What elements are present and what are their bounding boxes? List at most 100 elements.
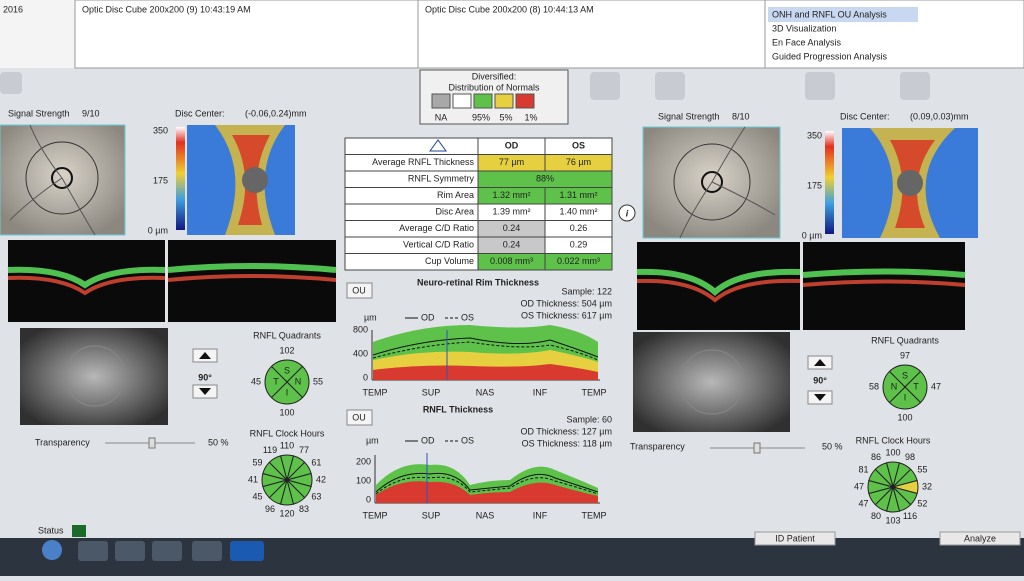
icon-button[interactable] <box>590 72 620 100</box>
od-thickness: OD Thickness: 504 µm <box>520 298 612 308</box>
clock-value: 103 <box>885 515 900 525</box>
clock-value: 119 <box>263 445 277 455</box>
analyze-button[interactable] <box>939 531 1021 546</box>
cell-value: 77 µm <box>499 157 524 167</box>
id-patient-button[interactable] <box>754 531 836 546</box>
row-label: Vertical C/D Ratio <box>403 240 474 250</box>
x-tick-label: TEMP <box>581 387 606 397</box>
x-tick-label: INF <box>533 510 548 520</box>
clock-title: RNFL Clock Hours <box>856 435 931 445</box>
quadrant-letter: N <box>891 381 898 391</box>
os-curve <box>375 476 599 495</box>
disc-outline <box>51 167 73 189</box>
bscan <box>803 242 965 330</box>
legend-swatch <box>515 93 535 109</box>
cell-value: 1.32 mm² <box>492 190 530 200</box>
quadrant-sector <box>882 370 906 404</box>
bscan-layer <box>7 275 166 296</box>
cell-value: 76 µm <box>566 157 591 167</box>
slider-thumb[interactable] <box>753 442 761 454</box>
task-icon[interactable] <box>192 541 222 561</box>
od-curve <box>372 337 599 358</box>
bscan-layer <box>167 274 337 282</box>
bscan-layer <box>636 278 801 303</box>
clock-value: 41 <box>248 474 258 484</box>
od-scan-panel[interactable] <box>74 0 419 69</box>
icon-button[interactable] <box>805 72 835 100</box>
od-curve <box>375 472 599 493</box>
clock-value: 96 <box>265 504 275 514</box>
clock-value: 59 <box>253 457 263 467</box>
info-icon[interactable] <box>618 204 636 222</box>
arrow <box>199 352 211 359</box>
bscan-layer <box>167 263 337 273</box>
vessels <box>9 124 96 236</box>
chart-title: Neuro-retinal Rim Thickness <box>417 277 539 287</box>
quadrant-value: 45 <box>251 376 261 386</box>
cell-value: 0.008 mm³ <box>490 256 533 266</box>
legend-swatch <box>473 93 493 109</box>
cell-value: 0.24 <box>503 240 521 250</box>
en-face-image <box>20 328 168 425</box>
y-tick-label: 400 <box>353 348 368 358</box>
clock-value: 47 <box>859 498 869 508</box>
quadrant-letter: S <box>902 370 908 380</box>
y-tick-label: 0 <box>363 372 368 382</box>
signal-label: Signal Strength <box>658 111 720 121</box>
menu-item[interactable]: ONH and RNFL OU Analysis <box>772 9 887 19</box>
signal-value: 9/10 <box>82 108 100 118</box>
scan-circle <box>679 349 745 415</box>
controls: i <box>72 204 833 537</box>
os-scan-panel[interactable] <box>417 0 766 69</box>
clock-sector <box>874 462 894 489</box>
task-icon[interactable] <box>115 541 145 561</box>
clock-value: 77 <box>299 445 309 455</box>
clock-title: RNFL Clock Hours <box>250 428 325 438</box>
clock-value: 47 <box>854 481 864 491</box>
row-label: Cup Volume <box>425 256 474 266</box>
menu-item[interactable]: Guided Progression Analysis <box>772 51 888 61</box>
ou-button-label: OU <box>352 285 366 295</box>
row-label: Average C/D Ratio <box>399 223 474 233</box>
cell-value: 0.26 <box>570 223 588 233</box>
ou-button[interactable] <box>346 282 373 299</box>
cell-value: 1.40 mm² <box>559 207 597 217</box>
cell-value: 1.39 mm² <box>492 207 530 217</box>
legend-label: NA <box>435 112 448 122</box>
normal-band <box>373 364 598 380</box>
quadrant-sector <box>904 370 928 404</box>
ou-button[interactable] <box>346 409 373 426</box>
menu-item[interactable]: 3D Visualization <box>772 23 836 33</box>
x-tick-label: SUP <box>422 510 441 520</box>
icon-button[interactable] <box>655 72 685 100</box>
plot-legend-lines <box>405 317 458 442</box>
clock-value: 83 <box>299 504 309 514</box>
icon-button[interactable] <box>900 72 930 100</box>
menu-item[interactable]: En Face Analysis <box>772 37 842 47</box>
quadrant-value: 100 <box>897 412 912 422</box>
clock-value: 120 <box>279 508 294 518</box>
status-indicator <box>72 525 86 537</box>
task-icon[interactable] <box>152 541 182 561</box>
quadrant-value: 55 <box>313 376 323 386</box>
legend-swatch <box>494 93 514 109</box>
transparency-label: Transparency <box>35 437 90 447</box>
vessels <box>679 126 776 239</box>
quadrant-letter: T <box>913 381 919 391</box>
bscan <box>168 240 336 322</box>
legend-swatch <box>452 93 472 109</box>
slider-thumb[interactable] <box>148 437 156 449</box>
quadrants-title: RNFL Quadrants <box>253 330 321 340</box>
button-label[interactable]: ID Patient <box>775 533 815 543</box>
value-cell <box>544 253 613 271</box>
task-icon[interactable] <box>230 541 264 561</box>
column-header: OS <box>572 141 585 151</box>
row-label: Average RNFL Thickness <box>372 157 474 167</box>
icon-button[interactable] <box>0 72 22 94</box>
quadrant-letter: T <box>273 376 279 386</box>
quadrant-sector <box>270 359 304 383</box>
start-button[interactable] <box>42 540 62 560</box>
button-label[interactable]: Analyze <box>964 533 996 543</box>
task-icon[interactable] <box>78 541 108 561</box>
